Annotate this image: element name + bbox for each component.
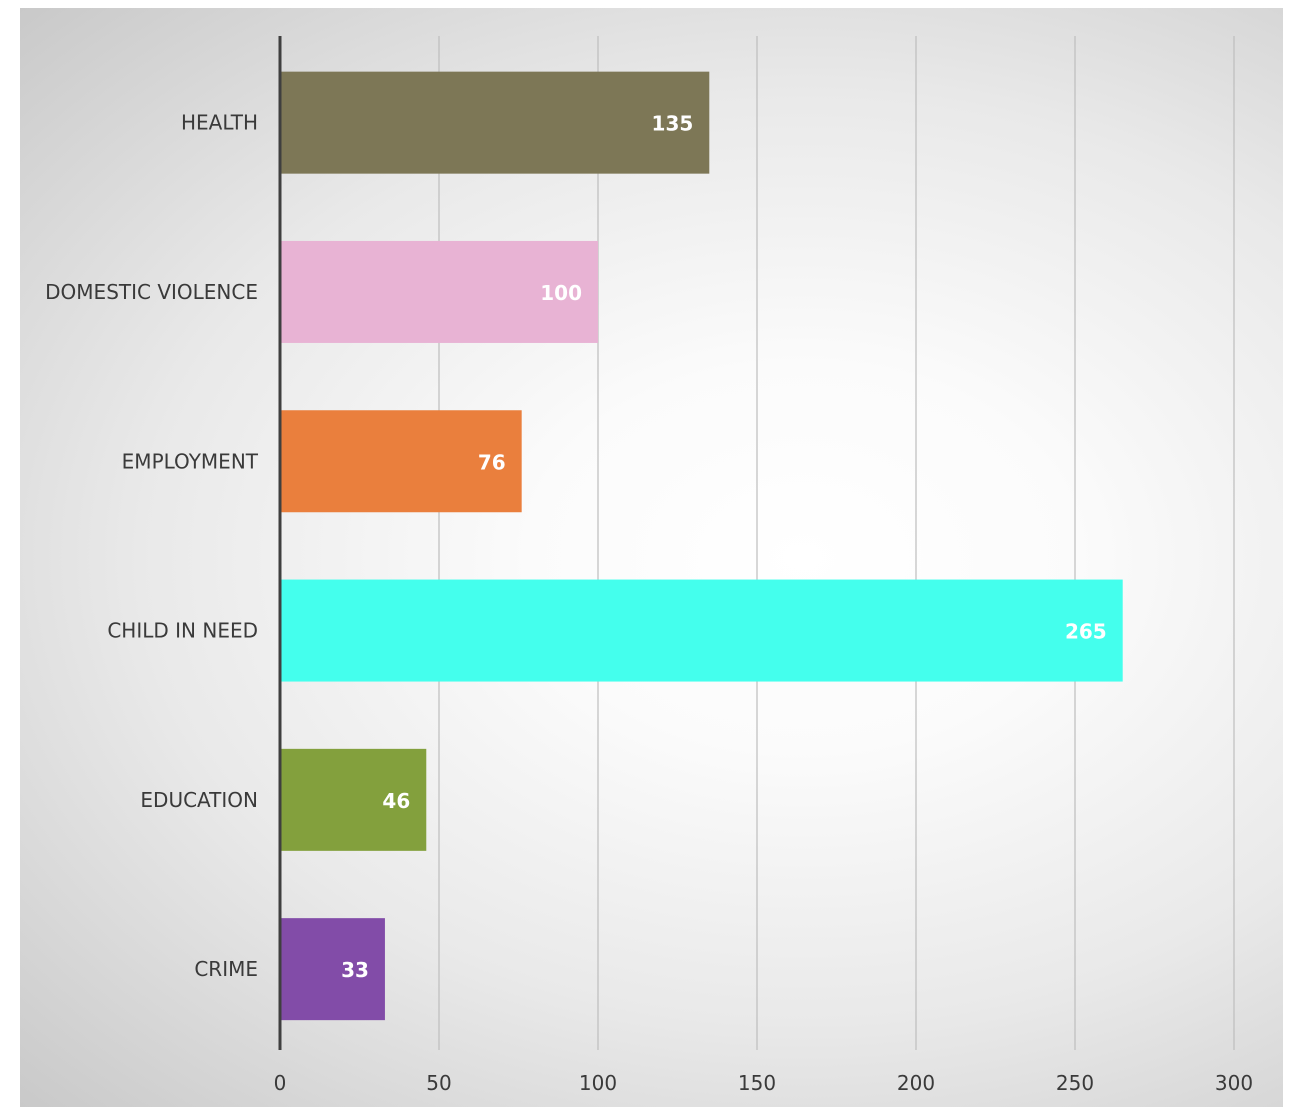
bar xyxy=(280,748,427,851)
x-tick-label: 50 xyxy=(426,1071,451,1095)
category-label: EDUCATION xyxy=(140,788,258,812)
bar xyxy=(280,918,385,1021)
x-tick-label: 0 xyxy=(274,1071,287,1095)
category-label: DOMESTIC VIOLENCE xyxy=(45,280,258,304)
bar xyxy=(280,240,598,343)
category-label: HEALTH xyxy=(181,111,258,135)
x-tick-label: 300 xyxy=(1215,1071,1253,1095)
gridlines xyxy=(438,36,1235,1050)
data-label: 135 xyxy=(652,112,694,136)
data-label: 100 xyxy=(540,281,582,305)
bars xyxy=(280,71,1123,1021)
bar xyxy=(280,410,522,513)
category-label: CHILD IN NEED xyxy=(107,619,258,643)
category-labels: HEALTH DOMESTIC VIOLENCE EMPLOYMENT CHILD I… xyxy=(45,111,259,982)
data-label: 33 xyxy=(341,958,369,982)
x-tick-label: 200 xyxy=(897,1071,935,1095)
x-axis-tick-labels: 0 50 100 150 200 250 300 xyxy=(274,1071,1253,1095)
data-label: 76 xyxy=(478,450,506,474)
bar xyxy=(280,71,710,174)
category-label: CRIME xyxy=(194,957,258,981)
data-labels: 135 100 76 265 46 33 xyxy=(341,112,1107,983)
bar-chart: HEALTH DOMESTIC VIOLENCE EMPLOYMENT CHILD I… xyxy=(45,36,1253,1095)
bar xyxy=(280,579,1123,682)
x-tick-label: 150 xyxy=(738,1071,776,1095)
x-tick-label: 100 xyxy=(579,1071,617,1095)
data-label: 265 xyxy=(1065,620,1107,644)
data-label: 46 xyxy=(382,789,410,813)
category-label: EMPLOYMENT xyxy=(122,449,259,473)
chart-frame: HEALTH DOMESTIC VIOLENCE EMPLOYMENT CHILD I… xyxy=(20,8,1283,1107)
x-tick-label: 250 xyxy=(1056,1071,1094,1095)
